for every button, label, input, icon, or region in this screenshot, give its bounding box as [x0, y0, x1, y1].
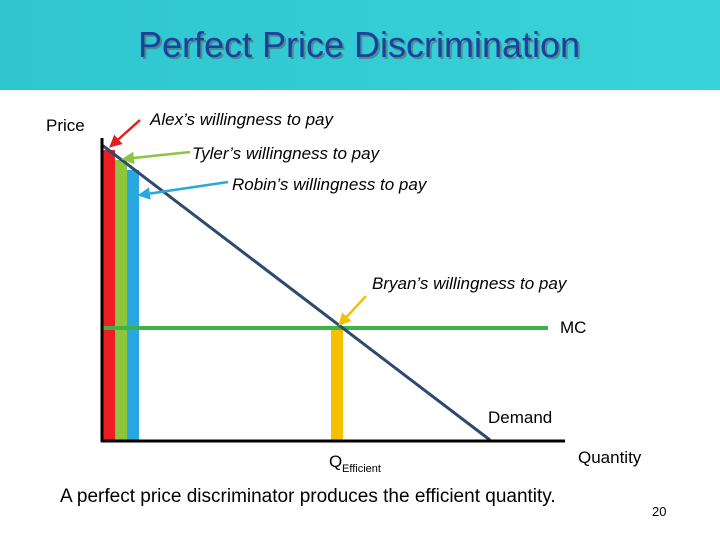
alex-arrow: [109, 119, 141, 148]
caption: A perfect price discriminator produces t…: [60, 486, 556, 507]
header-band: [0, 0, 720, 90]
demand-line: [101, 143, 491, 442]
alex-label: Alex’s willingness to pay: [149, 110, 334, 129]
title-shadow: Perfect Price Discrimination: [140, 26, 582, 67]
robin-arrow: [137, 180, 229, 200]
mc-label: MC: [560, 318, 586, 337]
robin-bar: [127, 170, 139, 440]
q-symbol: Q: [329, 452, 342, 471]
bryan-label: Bryan’s willingness to pay: [372, 274, 568, 293]
bryan-bar: [331, 330, 343, 440]
tyler-bar: [115, 160, 127, 440]
demand-label: Demand: [488, 408, 552, 427]
title: Perfect Price Discrimination: [138, 24, 580, 65]
slide-number: 20: [652, 504, 666, 519]
x-axis-label: Quantity: [578, 448, 642, 467]
robin-label: Robin’s willingness to pay: [232, 175, 428, 194]
y-axis-label: Price: [46, 116, 85, 135]
tyler-label: Tyler’s willingness to pay: [192, 144, 381, 163]
q-subscript: Efficient: [342, 463, 381, 475]
bryan-arrow: [338, 295, 367, 326]
alex-bar: [103, 150, 115, 440]
tyler-arrow: [121, 150, 191, 165]
